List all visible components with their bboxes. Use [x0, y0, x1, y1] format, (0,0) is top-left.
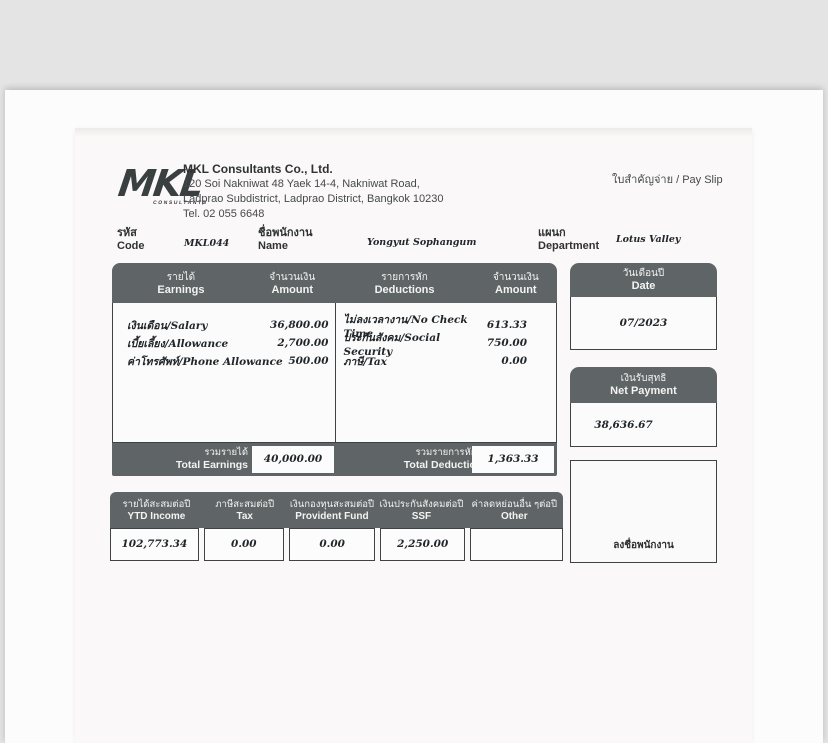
- earning-label: เงินเดือน/Salary: [127, 319, 208, 332]
- deduction-label: ประกันสังคม/Social Security: [343, 331, 441, 358]
- table-row: ไม่ลงเวลางาน/No Check Time 613.33: [335, 314, 557, 340]
- column-header-ssf: เงินประกันสังคมต่อปี SSF: [379, 499, 464, 522]
- earnings-deductions-table-body: เงินเดือน/Salary 36,800.00 เบี้ยเลี้ยง/A…: [112, 303, 557, 443]
- total-earnings-value: 40,000.00: [252, 446, 334, 473]
- employee-code-label: รหัส Code: [117, 227, 145, 252]
- net-payment-value: 38,636.67: [594, 419, 653, 431]
- column-header-amount-deductions: จำนวนเงิน Amount: [492, 272, 539, 296]
- payslip-title: ใบสำคัญจ่าย / Pay Slip: [612, 174, 723, 186]
- column-header-amount-earnings: จำนวนเงิน Amount: [269, 272, 316, 296]
- earning-label: เบี้ยเลี้ยง/Allowance: [127, 337, 229, 350]
- ytd-ssf-value: 2,250.00: [380, 528, 465, 561]
- totals-row: รวมรายได้ Total Earnings 40,000.00 รวมรา…: [112, 443, 557, 476]
- earning-amount: 500.00: [288, 355, 329, 367]
- deduction-amount: 0.00: [501, 355, 527, 367]
- ytd-table-header: รายได้สะสมต่อปี YTD Income ภาษีสะสมต่อปี…: [110, 492, 563, 528]
- company-address-line2: Ladprao Subdistrict, Ladprao District, B…: [183, 193, 444, 205]
- signature-box: ลงชื่อพนักงาน: [570, 460, 717, 563]
- table-row: เบี้ยเลี้ยง/Allowance 2,700.00: [113, 334, 335, 352]
- earnings-column: เงินเดือน/Salary 36,800.00 เบี้ยเลี้ยง/A…: [113, 316, 335, 370]
- table-row: ประกันสังคม/Social Security 750.00: [335, 332, 557, 358]
- net-payment-box-header: เงินรับสุทธิ Net Payment: [570, 367, 717, 403]
- employee-name-label: ชื่อพนักงาน Name: [258, 227, 313, 252]
- earnings-deductions-table-header: รายได้ Earnings จำนวนเงิน Amount รายการห…: [112, 263, 557, 303]
- earnings-deductions-table: รายได้ Earnings จำนวนเงิน Amount รายการห…: [112, 263, 557, 476]
- column-header-deductions: รายการหัก Deductions: [374, 272, 435, 296]
- column-header-ytd-tax: ภาษีสะสมต่อปี Tax: [215, 499, 275, 522]
- earning-amount: 36,800.00: [270, 319, 329, 331]
- net-payment-box: เงินรับสุทธิ Net Payment 38,636.67: [570, 367, 717, 447]
- deductions-column: ไม่ลงเวลางาน/No Check Time 613.33 ประกัน…: [335, 314, 557, 370]
- deduction-amount: 613.33: [486, 319, 527, 331]
- company-phone: Tel. 02 055 6648: [183, 208, 265, 220]
- employee-department-label: แผนก Department: [538, 227, 600, 252]
- column-header-earnings: รายได้ Earnings: [157, 272, 205, 296]
- table-row: ภาษี/Tax 0.00: [335, 352, 557, 370]
- ytd-provident-fund-value: 0.00: [288, 528, 376, 561]
- column-header-provident-fund: เงินกองทุนสะสมต่อปี Provident Fund: [289, 499, 374, 522]
- table-vertical-divider: [334, 303, 336, 442]
- ytd-summary-table: รายได้สะสมต่อปี YTD Income ภาษีสะสมต่อปี…: [110, 492, 563, 561]
- column-header-other: ค่าลดหย่อนอื่น ๆต่อปี Other: [471, 499, 558, 522]
- ytd-other-value: [469, 528, 563, 561]
- employee-department-value: Lotus Valley: [616, 234, 681, 245]
- company-name: MKL Consultants Co., Ltd.: [183, 162, 333, 176]
- total-deductions-value: 1,363.33: [472, 446, 554, 473]
- deduction-label: ภาษี/Tax: [343, 355, 387, 368]
- pay-period-value: 07/2023: [619, 317, 668, 329]
- table-row: เงินเดือน/Salary 36,800.00: [113, 316, 335, 334]
- deduction-amount: 750.00: [486, 337, 527, 349]
- column-header-ytd-income: รายได้สะสมต่อปี YTD Income: [122, 499, 191, 522]
- deduction-label: ไม่ลงเวลางาน/No Check Time: [343, 313, 468, 340]
- company-address-line1: 120 Soi Nakniwat 48 Yaek 14-4, Nakniwat …: [183, 178, 420, 190]
- ytd-tax-value: 0.00: [203, 528, 284, 561]
- total-earnings-label: รวมรายได้ Total Earnings: [175, 447, 248, 471]
- earning-amount: 2,700.00: [277, 337, 329, 349]
- net-payment-box-body: 38,636.67: [570, 403, 717, 447]
- signature-label: ลงชื่อพนักงาน: [613, 540, 674, 551]
- date-box-header: วันเดือนปี Date: [570, 263, 717, 297]
- table-row: ค่าโทรศัพท์/Phone Allowance 500.00: [113, 352, 335, 370]
- employee-name-value: Yongyut Sophangum: [367, 237, 477, 248]
- company-address-block: MKL Consultants Co., Ltd. 120 Soi Nakniw…: [183, 162, 444, 222]
- date-box: วันเดือนปี Date 07/2023: [570, 263, 717, 350]
- ytd-values-row: 102,773.34 0.00 0.00 2,250.00: [110, 528, 563, 561]
- earning-label: ค่าโทรศัพท์/Phone Allowance: [127, 355, 283, 368]
- employee-code-value: MKL044: [184, 238, 230, 249]
- total-deductions-label: รวมรายการหัก Total Deductions: [403, 447, 489, 471]
- ytd-income-value: 102,773.34: [110, 528, 199, 561]
- date-box-body: 07/2023: [570, 297, 717, 350]
